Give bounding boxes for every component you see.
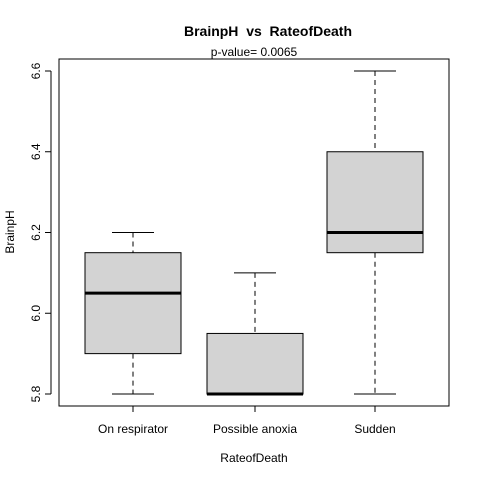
chart-title: BrainpH vs RateofDeath (184, 23, 352, 39)
y-tick-label: 6.4 (29, 143, 43, 160)
y-axis: 5.8 6.0 6.2 6.4 6.6 (29, 62, 52, 402)
chart-subtitle: p-value= 0.0065 (211, 45, 298, 59)
x-tick-label: Possible anoxia (213, 422, 297, 436)
x-axis-label: RateofDeath (220, 451, 287, 465)
x-tick-label: On respirator (98, 422, 168, 436)
x-axis: On respirator Possible anoxia Sudden (98, 405, 396, 436)
y-axis-label: BrainpH (3, 210, 17, 253)
boxes-layer (84, 70, 424, 396)
y-tick-label: 6.2 (29, 224, 43, 241)
box-on-respirator (84, 252, 182, 355)
y-tick-label: 5.8 (29, 385, 43, 402)
box-possible-anoxia (206, 332, 304, 395)
box-sudden (326, 151, 424, 254)
x-tick-label: Sudden (354, 422, 395, 436)
y-tick-label: 6.0 (29, 305, 43, 322)
y-tick-label: 6.6 (29, 62, 43, 79)
